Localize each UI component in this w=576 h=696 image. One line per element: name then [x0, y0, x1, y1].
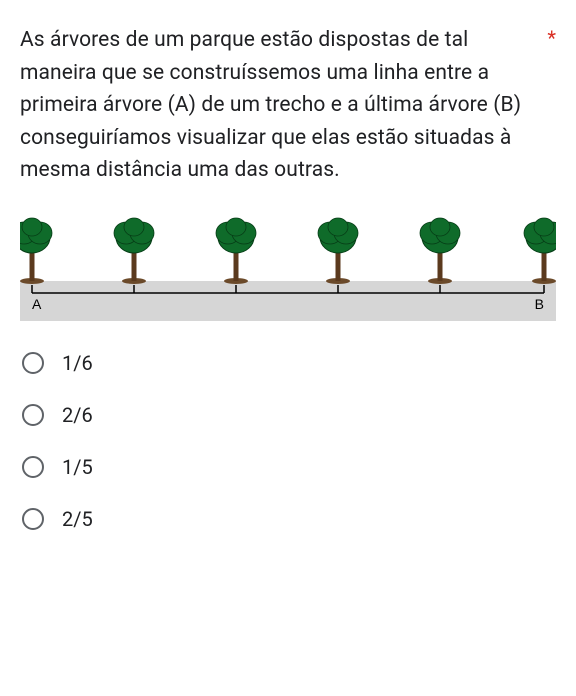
radio-icon[interactable] — [22, 404, 44, 426]
tree-icon — [20, 218, 52, 253]
option-1[interactable]: 2/6 — [22, 403, 556, 427]
option-label: 1/6 — [62, 351, 93, 375]
option-label: 2/5 — [62, 507, 93, 531]
axis-label-a: A — [32, 296, 42, 312]
tree-icon — [318, 218, 358, 253]
option-2[interactable]: 1/5 — [22, 455, 556, 479]
tree-icon — [524, 218, 556, 253]
option-0[interactable]: 1/6 — [22, 351, 556, 375]
option-label: 1/5 — [62, 455, 93, 479]
radio-icon[interactable] — [22, 456, 44, 478]
tree-icon — [216, 218, 256, 253]
radio-icon[interactable] — [22, 352, 44, 374]
tree-icon — [114, 218, 154, 253]
options-list: 1/6 2/6 1/5 2/5 — [20, 351, 556, 531]
option-3[interactable]: 2/5 — [22, 507, 556, 531]
trees-diagram: AB — [20, 211, 556, 325]
radio-icon[interactable] — [22, 508, 44, 530]
tree-icon — [420, 218, 460, 253]
question-text: As árvores de um parque estão dispostas … — [20, 24, 539, 187]
axis-label-b: B — [535, 296, 544, 312]
option-label: 2/6 — [62, 403, 93, 427]
question-row: As árvores de um parque estão dispostas … — [20, 24, 556, 187]
required-asterisk: * — [547, 28, 556, 48]
